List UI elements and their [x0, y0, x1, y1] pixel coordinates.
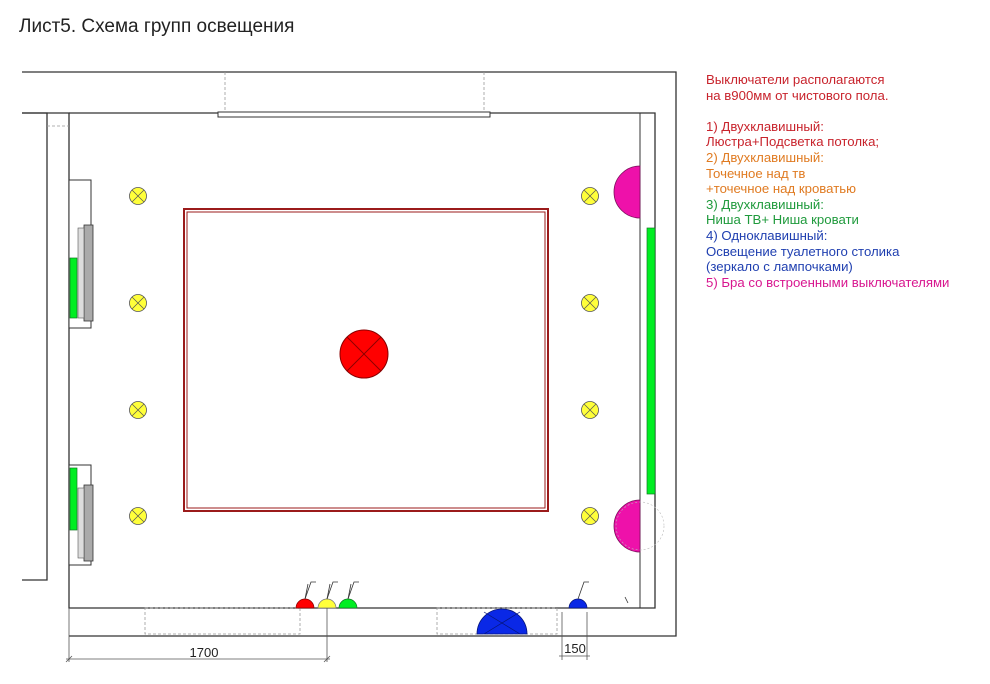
- niche-strip-left-top: [69, 257, 78, 319]
- spot-light-icon: [129, 401, 147, 419]
- openings-bottom: [47, 125, 558, 635]
- dimension-150: 150: [564, 641, 586, 656]
- legend-group-4-text-1: Освещение туалетного столика: [706, 243, 900, 259]
- door-mark: [624, 596, 629, 604]
- dressing-table-light-icon: [476, 608, 528, 635]
- spot-light-icon: [581, 187, 599, 205]
- legend-group-2-heading: 2) Двухклавишный:: [706, 149, 824, 165]
- legend-group-2-text-2: +точечное над кроватью: [706, 181, 857, 197]
- legend-group-1-heading: 1) Двухклавишный:: [706, 118, 824, 134]
- spot-light-icon: [581, 294, 599, 312]
- ceiling-frame: [183, 208, 549, 512]
- window-top: [217, 72, 491, 118]
- legend: Выключатели располагаются на в900мм от ч…: [706, 72, 949, 290]
- walls: [22, 71, 677, 637]
- niche-strip-left-bottom: [69, 467, 78, 531]
- page-title: Лист5. Схема групп освещения: [19, 16, 295, 37]
- spot-light-icon: [129, 187, 147, 205]
- sconce-top-icon: [613, 165, 641, 219]
- spot-light-icon: [581, 401, 599, 419]
- legend-group-3-heading: 3) Двухклавишный:: [706, 196, 824, 212]
- switch-group-3-icon: [338, 581, 359, 609]
- switch-group-2-icon: [317, 581, 338, 609]
- sconce-bottom-icon: [613, 499, 665, 553]
- legend-intro-line-2: на в900мм от чистового пола.: [706, 87, 889, 103]
- legend-intro-line-1: Выключатели располагаются: [706, 72, 885, 87]
- legend-group-3-text: Ниша ТВ+ Ниша кровати: [706, 212, 859, 228]
- legend-group-4-text-2: (зеркало с лампочками): [706, 259, 853, 275]
- legend-group-1-text: Люстра+Подсветка потолка;: [706, 134, 880, 150]
- spot-lights: [129, 187, 599, 525]
- spot-light-icon: [581, 507, 599, 525]
- legend-group-5-heading: 5) Бра со встроенными выключателями: [706, 274, 950, 290]
- legend-group-2-text-1: Точечное над тв: [706, 165, 806, 181]
- switch-group-1-icon: [295, 581, 316, 609]
- niche-lighting: [69, 227, 656, 531]
- dimension-1700: 1700: [190, 645, 219, 660]
- spot-light-icon: [129, 294, 147, 312]
- switch-group-4-icon: [568, 581, 589, 609]
- chandelier-icon: [339, 329, 389, 379]
- spot-light-icon: [129, 507, 147, 525]
- niche-strip-right: [646, 227, 656, 495]
- dimension-lines: [65, 608, 590, 663]
- legend-group-4-heading: 4) Одноклавишный:: [706, 227, 828, 243]
